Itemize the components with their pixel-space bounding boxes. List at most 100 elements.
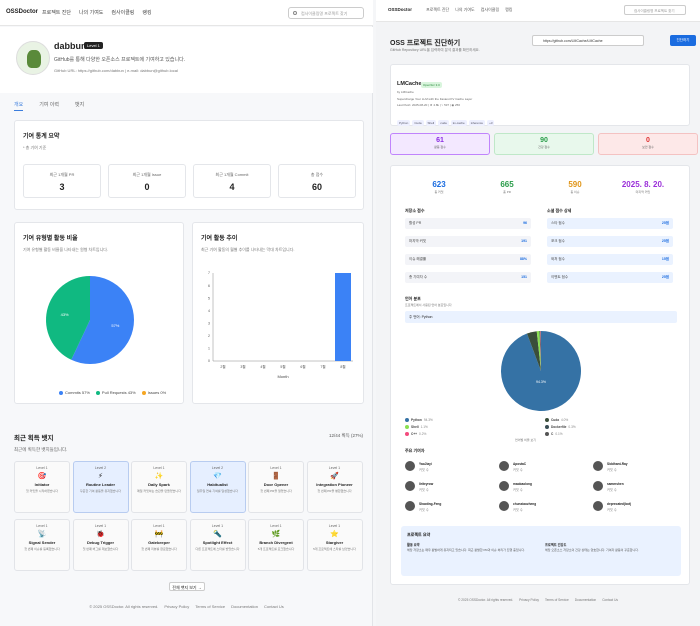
tab-badges[interactable]: 뱃지 [75,102,85,108]
nav-link-ranking[interactable]: 랭킹 [505,7,513,12]
tag[interactable]: Shell [425,120,437,126]
analysis-panel: 623 총 커밋 665 총 PR 590 총 이슈 2025. 8. 20. 마지막 커밋 … [390,165,690,585]
badge-level: Level 1 [94,524,107,528]
contributor-item[interactable]: sammshen 커밋 수 [593,480,677,494]
brand-logo[interactable]: OSSDoctor [6,9,39,15]
badge-card[interactable]: Level 1 📡 Signal Sender 첫 번째 이슈를 등록했습니다 [14,519,70,571]
badge-card[interactable]: Level 1 🌿 Branch Divergent 5개 프로젝트를 포크했습니다 [248,519,304,571]
tag[interactable]: inference [468,120,486,126]
tag[interactable]: cuda [438,120,449,126]
metric-value: 25점 [661,239,669,243]
badge-icon: 📡 [37,531,47,538]
contributor-item[interactable]: deprecated(bot) 커밋 수 [593,500,677,514]
kpi-value: 623 [432,180,446,189]
badge-card[interactable]: Level 1 🚪 Door Opener 첫 번째 PR을 열었습니다 [248,461,304,513]
top-nav-right: OSSDoctor 프로젝트 진단 나의 기여도 컴사이클링 랭킹 컴사이클링명… [376,0,700,22]
nav-link-diagnose[interactable]: 프로젝트 진단 [42,10,71,16]
nav-search-input[interactable]: 컴사이클링명 프로젝트 찾기 [624,5,686,15]
nav-link-contribution[interactable]: 나의 기여도 [79,10,104,16]
tag[interactable]: Cuda [412,120,424,126]
pie-slice-c-[interactable] [540,331,541,371]
activity-metric: 총 기여자 수 151 [405,272,531,283]
view-all-badges-button[interactable]: 전체 뱃지 보기 → [169,582,205,591]
nav-link-diagnose[interactable]: 프로젝트 진단 [426,7,450,12]
footer-link-contact[interactable]: Contact Us [264,604,284,609]
badge-card[interactable]: Level 1 🔦 Spotlight Effect 다른 프로젝트에 스타를 받았습… [189,519,246,571]
detail-metric: 이벤트 점수 25점 [547,272,673,283]
badge-card[interactable]: Level 1 🚧 Gatekeeper 첫 번째 리뷰를 완료했습니다 [131,519,187,571]
contributor-item[interactable]: Siddhant-Ray 커밋 수 [593,460,677,474]
tag[interactable]: Python [397,120,411,126]
detail-metric: 스타 점수 25점 [547,218,673,229]
badges-title: 최근 획득 뱃지 [14,435,54,442]
pie-slice-shell[interactable] [536,331,541,371]
metric-label: 활성 PR [409,221,422,225]
lang-legend-item: Dockerfile 0.3% [545,425,576,430]
contributor-commits: 커밋 수 [513,488,523,492]
x-tick-label: 7월 [320,364,325,369]
lang-legend-item: C++ 0.2% [405,432,426,437]
diagnose-button[interactable]: 진단하기 [670,35,696,46]
badge-name: Habitualist [207,482,228,487]
badge-card[interactable]: Level 1 🚀 Integration Pioneer 첫 번째 PR을 병합했습… [306,461,363,513]
contributor-item[interactable]: chunxiaozheng 커밋 수 [499,500,583,514]
footer-link-privacy[interactable]: Privacy Policy [164,604,190,609]
repo-url-input[interactable]: https://github.com/LMCache/LMCache [532,35,644,46]
contributor-name: maobaolong [513,482,532,486]
lang-color-dot [405,432,409,437]
contributor-commits: 커밋 수 [607,508,617,512]
nav-link-ranking[interactable]: 랭킹 [142,10,152,16]
detail-title: 소셜 점수 상세 [547,208,572,213]
lang-sub: 프로젝트에서 사용된 언어 분포입니다 [405,303,452,307]
pie-slice-cuda[interactable] [526,331,541,371]
contrib-title: 주요 기여자 [405,448,425,453]
nav-link-contribution[interactable]: 나의 기여도 [455,7,475,12]
badge-card[interactable]: Level 2 💎 Habitualist 일주일 연속 기여를 달성했습니다 [189,461,246,513]
avatar [16,41,50,75]
trend-bar-8[interactable] [335,273,351,361]
nav-search-input[interactable]: 컴사이클링명 프로젝트 찾기 [288,7,364,19]
y-tick-label: 5 [208,296,210,300]
lang-color-dot [405,425,409,430]
badge-card[interactable]: Level 1 🐞 Debug Trigger 첫 번째 버그를 제보했습니다 [72,519,129,571]
nav-link-cycling[interactable]: 컴사이클링 [111,10,135,16]
footer-link-terms[interactable]: Terms of Service [545,598,569,602]
footer-link-docs[interactable]: Documentation [574,598,597,602]
footer-link-docs[interactable]: Documentation [231,604,258,609]
tab-history[interactable]: 기여 이력 [39,102,59,108]
badge-card[interactable]: Level 2 ⚡ Routine Leader 꾸준한 기여 활동을 유지했습니다 [72,461,129,513]
ratio-sub: 기여 유형별 활동 비율을 나타내는 원형 차트입니다. [23,247,109,252]
pie-slice-commits[interactable] [71,276,134,364]
badge-desc: 5개 프로젝트를 포크했습니다 [257,547,295,551]
contributor-avatar [499,501,509,511]
contributor-item[interactable]: Shaoting-Feng 커밋 수 [405,500,489,514]
repo-desc: Supercharge Your LLM with the Fastest KV… [397,97,473,101]
badge-card[interactable]: Level 1 ✨ Daily Spark 매일 커밋하는 습관을 만들었습니다 [131,461,187,513]
tag[interactable]: kv-cache [450,120,467,126]
user-url: GitHub URL: https://github.com/dabbun | … [54,68,178,73]
contributor-item[interactable]: maobaolong 커밋 수 [499,480,583,494]
contributor-item[interactable]: YaoJiayi 커밋 수 [405,460,489,474]
lang-legend-item: C 0.1% [545,432,563,437]
stat-pr: 최근 1개월 PR 3 [23,164,101,198]
pie-slice-pull-requests[interactable] [46,276,90,360]
detail-metric: 와처 점수 15점 [547,254,673,265]
footer-link-privacy[interactable]: Privacy Policy [519,598,540,602]
contributor-item[interactable]: ApostaC 커밋 수 [499,460,583,474]
brand-logo[interactable]: OSSDoctor [388,7,413,12]
badge-desc: 꾸준한 기여 활동을 유지했습니다 [79,489,122,493]
score-value: 90 [540,137,548,144]
badge-card[interactable]: Level 1 ⭐ Stargiver 5개 프로젝트에 스타를 남겼습니다 [306,519,363,571]
kpi-value: 2025. 8. 20. [621,180,665,189]
y-tick-label: 0 [208,359,210,363]
lang-more-link[interactable]: 언어별 비율 보기 [515,438,536,442]
badge-card[interactable]: Level 1 🎯 Initiator 첫 커밋을 시작하였습니다 [14,461,70,513]
pie-slice-dockerfile[interactable] [539,331,541,371]
nav-link-cycling[interactable]: 컴사이클링 [480,7,500,12]
ratio-title: 기여 유형별 활동 비율 [23,236,78,242]
footer-link-terms[interactable]: Terms of Service [195,604,226,609]
contributor-item[interactable]: liriteyrow 커밋 수 [405,480,489,494]
tag[interactable]: +3 [487,120,495,126]
footer-link-contact[interactable]: Contact Us [602,598,618,602]
tab-overview[interactable]: 개요 [14,101,24,111]
